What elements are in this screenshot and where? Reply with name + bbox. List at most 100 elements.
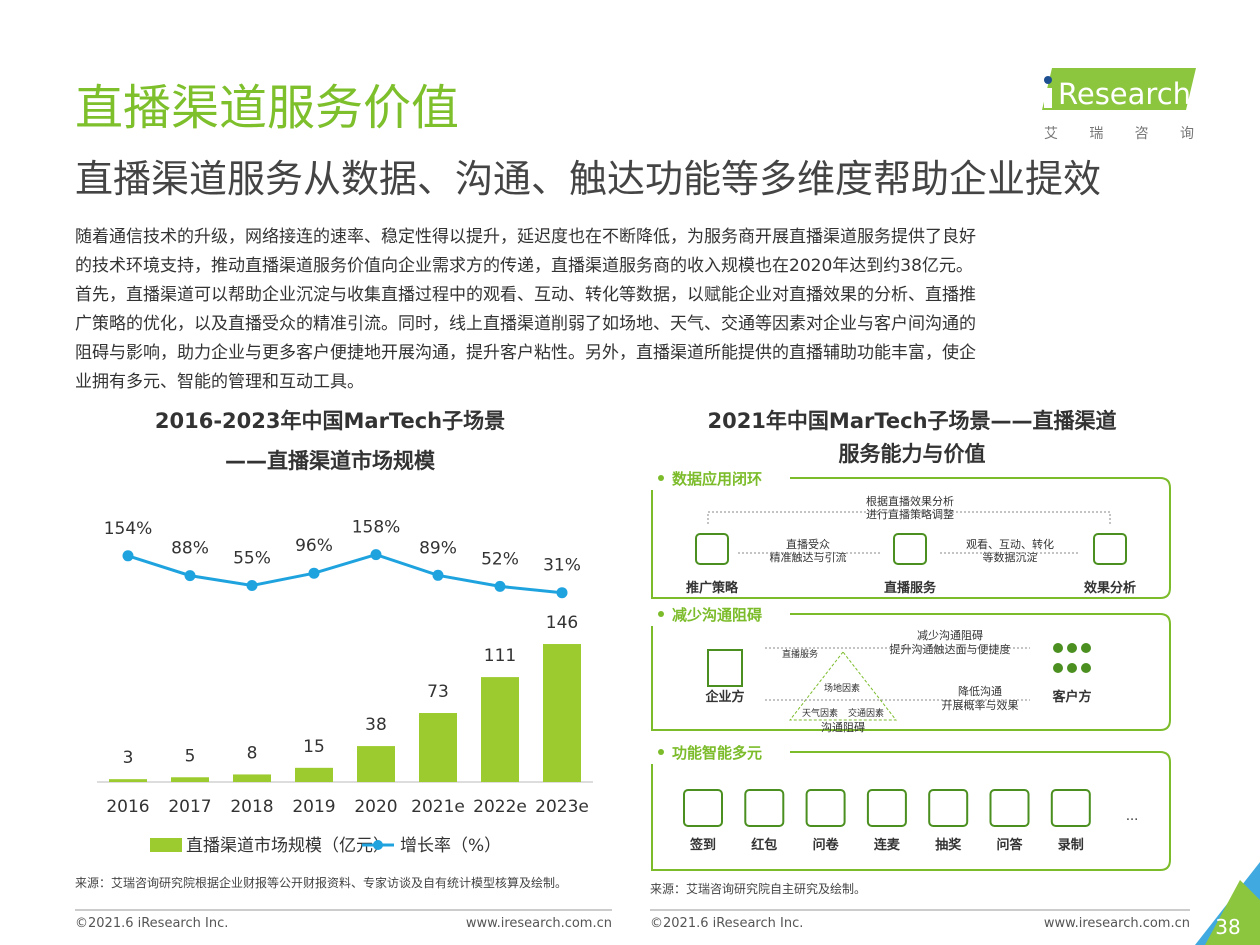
url: www.iresearch.com.cn xyxy=(466,916,612,931)
growth-label: 55% xyxy=(233,549,271,569)
body-line: 随着通信技术的升级，网络接连的速率、稳定性得以提升，延迟度也在不断降低，为服务商… xyxy=(75,227,976,247)
customer-icon xyxy=(1067,643,1077,653)
x-tick-label: 2023e xyxy=(535,797,589,817)
diagram-text: 推广策略 xyxy=(686,580,739,596)
body-line: 首先，直播渠道可以帮助企业沉淀与收集直播过程中的观看、互动、转化等数据，以赋能企… xyxy=(75,285,976,305)
diagram-text: 场地因素 xyxy=(824,682,860,694)
growth-label: 88% xyxy=(171,539,209,559)
bar xyxy=(109,779,147,782)
logo-cn: 艾 瑞 咨 询 xyxy=(1044,126,1194,142)
growth-point xyxy=(556,587,568,599)
growth-label: 158% xyxy=(352,518,401,538)
body-line: 广策略的优化，以及直播受众的精准引流。同时，线上直播渠道削弱了如场地、天气、交通… xyxy=(75,314,976,334)
url: www.iresearch.com.cn xyxy=(1044,916,1190,931)
legend-swatch xyxy=(150,838,182,852)
diagram-text: 沟通阻碍 xyxy=(821,721,865,734)
legend-swatch xyxy=(373,840,383,850)
section-dot xyxy=(658,475,664,481)
diagram-text: 直播服务 xyxy=(782,648,818,660)
section-box xyxy=(651,751,1171,871)
bar-label: 73 xyxy=(427,682,449,702)
section-label: 减少沟通阻碍 xyxy=(672,606,762,624)
bar-label: 8 xyxy=(247,743,258,763)
body-line: 阻碍与影响，助力企业与更多客户便捷地开展沟通，提升客户粘性。另外，直播渠道所能提… xyxy=(75,342,976,363)
legend-label: 直播渠道市场规模（亿元） xyxy=(186,836,390,856)
page-number: 38 xyxy=(1215,915,1240,939)
body-line: 业拥有多元、智能的管理和互动工具。 xyxy=(75,372,364,392)
diagram-source: 来源：艾瑞咨询研究院自主研究及绘制。 xyxy=(650,882,867,896)
diagram-text: 等数据沉淀 xyxy=(983,550,1038,564)
chart-title: 2016-2023年中国MarTech子场景 xyxy=(155,409,505,433)
x-tick-label: 2022e xyxy=(473,797,527,817)
diagram-text: 问卷 xyxy=(813,837,840,853)
diagram-text: 企业方 xyxy=(704,689,744,705)
diagram-text: 连麦 xyxy=(874,837,901,853)
section-box xyxy=(651,613,1171,731)
diagram-text: 开展概率与效果 xyxy=(942,698,1019,712)
section-box xyxy=(651,477,1171,599)
growth-point xyxy=(432,569,444,581)
feature-icon xyxy=(866,789,907,827)
diagram-title: 2021年中国MarTech子场景——直播渠道 xyxy=(707,409,1116,433)
feature-icon xyxy=(1050,789,1091,827)
subtitle: 直播渠道服务从数据、沟通、触达功能等多维度帮助企业提效 xyxy=(75,157,1101,201)
diagram-text: 进行直播策略调整 xyxy=(866,507,954,521)
bar-label: 111 xyxy=(484,646,516,666)
diagram-text: 观看、互动、转化 xyxy=(966,537,1054,551)
node-icon xyxy=(893,533,927,565)
chart-source: 来源：艾瑞咨询研究院根据企业财报等公开财报资料、专家访谈及自有统计模型核算及绘制… xyxy=(75,876,568,890)
bar xyxy=(233,774,271,782)
customer-icon xyxy=(1053,643,1063,653)
bar xyxy=(357,746,395,782)
diagram-text: 降低沟通 xyxy=(958,684,1002,698)
bar-label: 5 xyxy=(185,746,196,766)
growth-point xyxy=(308,567,320,579)
diagram-text: 录制 xyxy=(1058,837,1084,853)
node-icon xyxy=(707,649,743,687)
feature-icon xyxy=(805,789,846,827)
x-tick-label: 2016 xyxy=(106,797,149,817)
growth-label: 31% xyxy=(543,556,581,576)
copyright: ©2021.6 iResearch Inc. xyxy=(650,916,803,931)
section-label: 功能智能多元 xyxy=(672,744,762,762)
customer-icon xyxy=(1081,663,1091,673)
diagram-text: 根据直播效果分析 xyxy=(866,494,954,508)
bar-label: 146 xyxy=(546,613,578,633)
diagram-text: 红包 xyxy=(751,837,777,853)
legend-label: 增长率（%） xyxy=(400,836,501,856)
arrow xyxy=(707,511,1111,526)
feature-icon xyxy=(744,789,785,827)
growth-point xyxy=(122,550,134,562)
feature-icon xyxy=(989,789,1030,827)
section-label: 数据应用闭环 xyxy=(672,470,762,488)
growth-label: 96% xyxy=(295,536,333,556)
diagram-text: 提升沟通触达面与便捷度 xyxy=(890,642,1011,656)
diagram-text: 问答 xyxy=(996,837,1023,853)
diagram-text: 抽奖 xyxy=(935,837,962,853)
copyright: ©2021.6 iResearch Inc. xyxy=(75,916,228,931)
section-dot xyxy=(658,611,664,617)
bar-label: 3 xyxy=(123,748,134,768)
bar xyxy=(171,777,209,782)
customer-icon xyxy=(1081,643,1091,653)
bar xyxy=(543,644,581,782)
growth-label: 89% xyxy=(419,538,457,558)
diagram-text: 签到 xyxy=(689,837,716,853)
x-tick-label: 2019 xyxy=(292,797,335,817)
body-line: 的技术环境支持，推动直播渠道服务价值向企业需求方的传递，直播渠道服务商的收入规模… xyxy=(75,256,973,276)
logo: Research xyxy=(1058,77,1191,111)
growth-point xyxy=(494,580,506,592)
diagram-text: ... xyxy=(1126,809,1138,824)
growth-label: 52% xyxy=(481,549,519,569)
bar xyxy=(419,713,457,782)
growth-line xyxy=(127,553,563,595)
diagram-text: 交通因素 xyxy=(848,707,884,719)
customer-icon xyxy=(1053,663,1063,673)
barrier-icon xyxy=(788,651,898,721)
customer-icon xyxy=(1067,663,1077,673)
logo-i xyxy=(1044,88,1052,108)
diagram-text: 直播服务 xyxy=(884,580,937,596)
growth-point xyxy=(246,580,258,591)
diagram-text: 精准触达与引流 xyxy=(770,550,847,564)
logo-bg xyxy=(1042,68,1196,110)
